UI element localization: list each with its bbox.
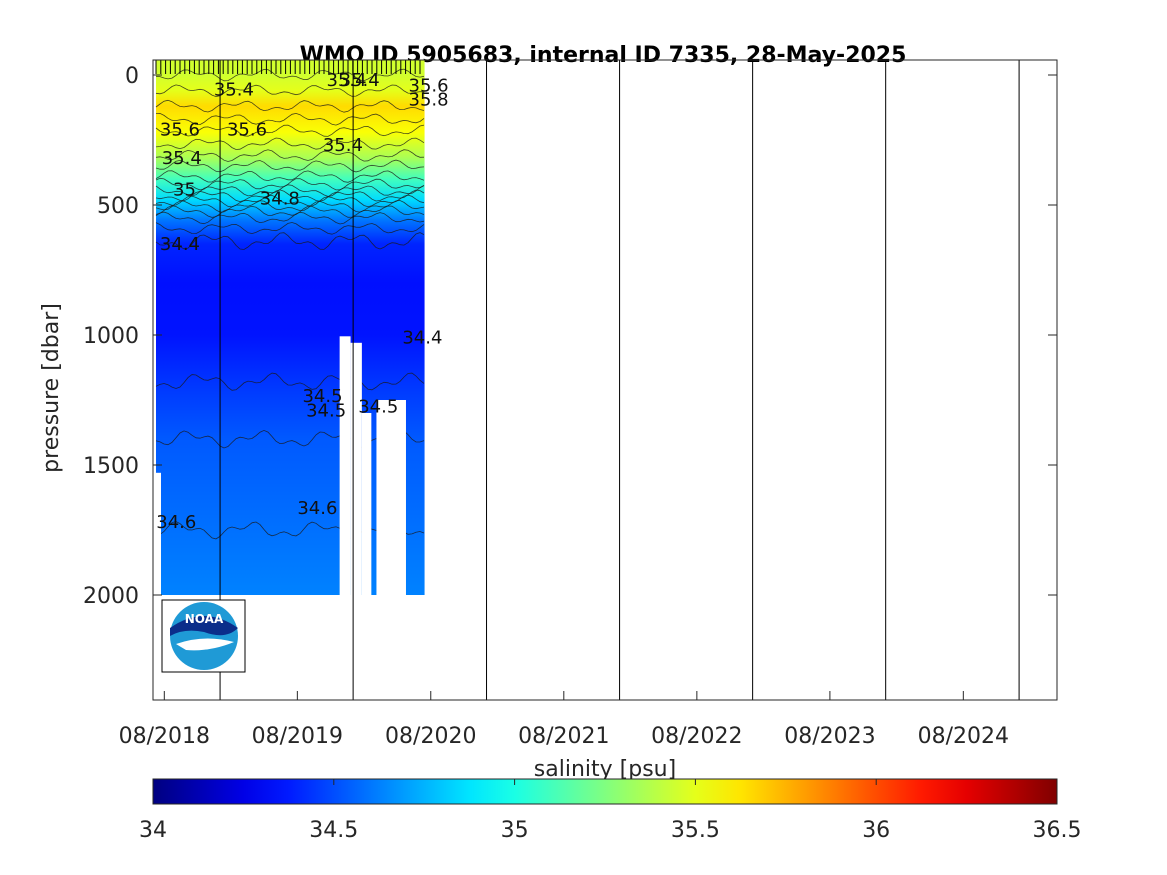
contour-line <box>155 205 425 218</box>
colorbar-label: salinity [psu] <box>534 757 676 782</box>
gap-region <box>350 342 362 597</box>
colorbar-tick-label: 34.5 <box>309 818 358 843</box>
contour-line <box>155 149 425 162</box>
profile-cast-ticks <box>155 60 421 74</box>
colorbar <box>152 778 1058 805</box>
contour-line <box>155 124 425 137</box>
y-axis-label: pressure [dbar] <box>39 303 64 473</box>
contour-line <box>155 222 425 235</box>
y-tick-label: 0 <box>125 64 139 89</box>
contour-label: 34.4 <box>160 234 200 255</box>
y-tick-label: 1000 <box>83 324 139 349</box>
colorbar-tick-label: 36.5 <box>1033 818 1082 843</box>
contour-label: 35.4 <box>327 70 367 91</box>
contour-labels: 35.4 35.435.4 35.635.835.6 35.635.435.435 34… <box>156 70 448 533</box>
noaa-logo: NOAA <box>161 599 246 673</box>
contour-label: 35.4 <box>323 135 363 156</box>
x-tick-label: 08/2018 <box>119 724 210 749</box>
contour-line <box>155 112 425 126</box>
contour-label: 35.4 <box>340 70 380 91</box>
gap-region <box>339 336 351 597</box>
contour-label: 34.6 <box>156 512 196 533</box>
contour-line <box>155 137 425 150</box>
x-tick-label: 08/2020 <box>385 724 476 749</box>
x-tick-label: 08/2021 <box>518 724 609 749</box>
y-tick-label: 2000 <box>83 584 139 609</box>
contour-label: 35 <box>173 179 196 200</box>
contour-line <box>155 372 425 391</box>
contour-label: 35.6 <box>160 120 200 141</box>
contour-line <box>155 99 425 113</box>
gap-region <box>361 413 372 597</box>
plot-frame <box>152 59 1058 701</box>
contour-line <box>155 232 425 250</box>
colorbar-tick-label: 35 <box>501 818 529 843</box>
contour-line <box>155 170 425 183</box>
x-tick-label: 08/2019 <box>252 724 343 749</box>
noaa-logo-text: NOAA <box>185 612 224 626</box>
contour-label: 34.8 <box>260 189 300 210</box>
y-tick-label: 500 <box>97 194 139 219</box>
contour-label: 35.6 <box>409 75 449 96</box>
colorbar-ticks: 34 34.5 35 35.5 36 36.5 <box>139 779 1081 843</box>
contour-label: 35.4 <box>214 79 254 100</box>
x-tick-label: 08/2022 <box>651 724 742 749</box>
contour-label: 34.6 <box>297 498 337 519</box>
contour-lines <box>155 68 425 540</box>
contour-line <box>155 84 425 98</box>
contour-line <box>155 184 425 197</box>
contour-line <box>155 68 425 82</box>
y-axis: 0 500 1000 1500 2000 <box>83 64 1057 609</box>
contour-line <box>155 211 425 225</box>
x-tick-label: 08/2024 <box>918 724 1009 749</box>
contour-label: 34.5 <box>302 386 342 407</box>
contour-label: 35.8 <box>409 90 449 111</box>
colorbar-tick-label: 36 <box>862 818 890 843</box>
contour-line <box>155 189 425 203</box>
y-tick-label: 1500 <box>83 454 139 479</box>
contour-line <box>155 200 425 213</box>
contour-label: 35.6 <box>227 120 267 141</box>
contour-line <box>155 159 425 173</box>
contour-line <box>155 194 425 208</box>
contour-label: 34.5 <box>306 400 346 421</box>
gap-region <box>376 400 406 597</box>
x-tick-label: 08/2023 <box>784 724 875 749</box>
contour-line <box>155 177 425 191</box>
x-axis: 08/2018 08/2019 08/2020 08/2021 08/2022 08/20… <box>119 691 1009 749</box>
contour-label: 34.5 <box>358 397 398 418</box>
year-boundary-lines <box>219 60 1020 700</box>
noaa-logo-wave <box>176 638 234 651</box>
data-gaps <box>153 336 406 597</box>
noaa-logo-bird <box>170 616 238 636</box>
colorbar-tick-label: 35.5 <box>671 818 720 843</box>
colorbar-tick-label: 34 <box>139 818 167 843</box>
gap-region <box>153 472 161 597</box>
contour-label: 35.4 <box>162 148 202 169</box>
plot-area: 35.4 35.435.4 35.635.835.6 35.635.435.435 34… <box>153 60 1020 700</box>
contour-label: 34.4 <box>402 328 442 349</box>
